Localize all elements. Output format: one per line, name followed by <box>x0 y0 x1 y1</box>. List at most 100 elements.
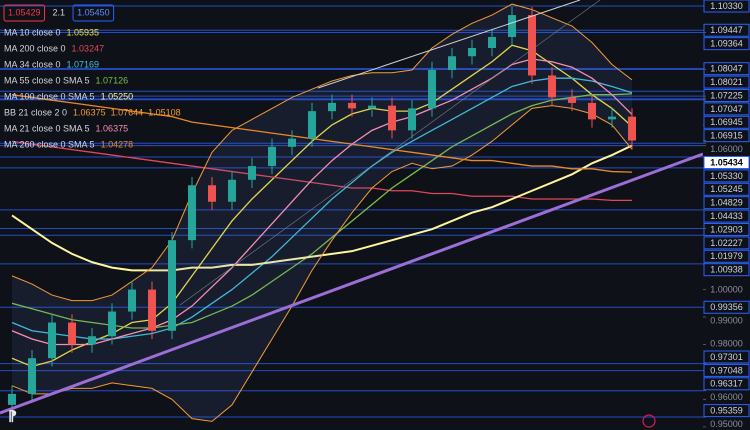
legend-value: 1.03247 <box>72 43 105 53</box>
legend-value: 1.07644 <box>111 107 144 117</box>
level-label: 0.97301 <box>710 352 743 362</box>
legend-name: MA 200 close 0 <box>4 43 66 53</box>
level-label-box <box>703 88 750 102</box>
level-label: 0.99356 <box>710 302 743 312</box>
level-label-box <box>703 350 750 364</box>
level-label: 1.04433 <box>710 211 743 221</box>
candle-body <box>588 102 596 120</box>
channel-line <box>179 0 601 306</box>
level-label: 1.07047 <box>710 104 743 114</box>
level-label: 1.05330 <box>710 171 743 181</box>
plot-area <box>0 3 703 422</box>
level-label-box <box>703 102 750 116</box>
quote-bid: 1.05429 <box>8 7 41 17</box>
level-label-box <box>703 37 750 51</box>
legend-name: MA 100 close 0 SMA 5 <box>4 91 95 101</box>
level-label: 1.08021 <box>710 77 743 87</box>
level-label-box <box>703 249 750 263</box>
level-label-box <box>703 182 750 196</box>
level-label-box <box>703 222 750 236</box>
ma-line <box>11 94 633 173</box>
level-label: 1.10330 <box>710 1 743 11</box>
candle-body <box>148 289 156 331</box>
y-tick-label: 1.06000 <box>710 144 743 154</box>
candle-body <box>508 15 516 38</box>
last-price-box <box>703 155 750 169</box>
candle-body <box>368 105 376 109</box>
quote-box <box>3 4 46 22</box>
level-label: 1.06915 <box>710 131 743 141</box>
level-label: 1.02903 <box>710 224 743 234</box>
candle-body <box>208 185 216 202</box>
candle-body <box>268 146 276 167</box>
level-label-box <box>703 115 750 129</box>
level-label-box <box>703 169 750 183</box>
level-label: 1.08047 <box>710 64 743 74</box>
candle-body <box>408 108 416 131</box>
legend-name: BB 21 close 2 0 <box>4 107 67 117</box>
candle-body <box>528 15 536 76</box>
legend-value: 1.06375 <box>73 107 106 117</box>
candle-body <box>128 289 136 312</box>
candle-body <box>48 322 56 359</box>
level-label-box <box>703 23 750 37</box>
y-tick-label: 0.95000 <box>710 419 743 429</box>
ma-line <box>11 140 632 202</box>
level-label: 1.09447 <box>710 25 743 35</box>
candle-body <box>288 138 296 147</box>
level-label-box <box>703 196 750 210</box>
candle-body <box>568 97 576 103</box>
legend-name: MA 55 close 0 SMA 5 <box>4 75 90 85</box>
last-price-label: 1.05434 <box>710 157 743 167</box>
level-label-box <box>703 0 750 13</box>
level-label: 1.05245 <box>710 184 743 194</box>
level-label-box <box>703 129 750 143</box>
candle-body <box>428 69 436 109</box>
level-label-box <box>703 75 750 89</box>
y-tick-label: 0.98000 <box>710 338 743 348</box>
candle-body <box>248 166 256 180</box>
candle-body <box>308 111 316 139</box>
level-label-box <box>703 300 750 314</box>
y-tick-label: 1.00000 <box>710 284 743 294</box>
level-label: 0.95359 <box>710 405 743 415</box>
level-label: 1.04829 <box>710 198 743 208</box>
legend-value: 1.07169 <box>67 59 100 69</box>
logo: ⁋ <box>8 408 17 424</box>
quote-box <box>72 4 115 22</box>
candle-body <box>488 37 496 49</box>
legend-name: MA 34 close 0 <box>4 59 61 69</box>
candle-body <box>468 48 476 57</box>
candle-body <box>388 105 396 131</box>
legend-value: 1.05108 <box>148 107 181 117</box>
candle-body <box>348 102 356 109</box>
level-label-box <box>703 236 750 250</box>
legend-value: 1.07126 <box>96 75 129 85</box>
candle-body <box>548 75 556 98</box>
legend-value: 1.06375 <box>96 123 129 133</box>
level-label-box <box>703 209 750 223</box>
level-label: 0.96317 <box>710 379 743 389</box>
candle-body <box>68 322 76 345</box>
legend-name: MA 10 close 0 <box>4 27 61 37</box>
level-label-box <box>703 404 750 418</box>
candle-body <box>328 102 336 112</box>
trend-line <box>0 152 704 415</box>
band-line <box>11 3 633 302</box>
legend-value: 1.05250 <box>101 91 134 101</box>
candle-body <box>608 116 616 120</box>
y-tick-label: 0.99000 <box>710 316 743 326</box>
legend-value: 1.05935 <box>67 27 100 37</box>
legend-name: MA 260 close 0 SMA 5 <box>4 139 95 149</box>
channel-line <box>317 0 581 89</box>
candle-body <box>168 240 176 331</box>
candle-body <box>108 311 116 337</box>
level-label: 1.02227 <box>710 238 743 248</box>
axis-labels: 1.06000 1.00000 0.99000 0.98000 0.96000 0.950… <box>703 0 750 429</box>
level-label: 1.09364 <box>710 39 743 49</box>
alert-icon[interactable] <box>642 414 656 428</box>
legend-value: 1.04278 <box>101 139 134 149</box>
legend-name: MA 21 close 0 SMA 5 <box>4 123 90 133</box>
